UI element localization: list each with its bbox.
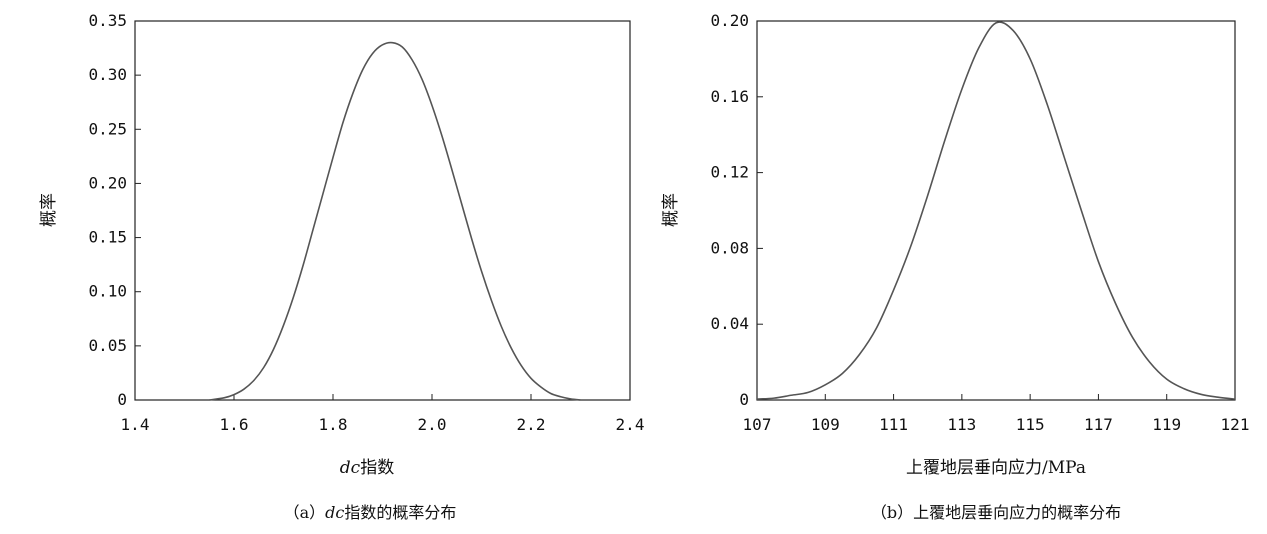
x-axis-label-b: 上覆地层垂向应力/MPa xyxy=(906,458,1086,478)
y-tick-label: 0.16 xyxy=(710,87,749,106)
y-tick-label: 0 xyxy=(739,390,749,409)
y-tick-label: 0.20 xyxy=(710,11,749,30)
caption-a-prefix: （a） xyxy=(284,503,326,522)
caption-b-rest: 上覆地层垂向应力的概率分布 xyxy=(913,503,1121,522)
y-axis-ticks-a: 0 0.05 0.10 0.15 0.20 0.25 0.30 0.35 xyxy=(88,11,141,409)
x-axis-label-b-rest: 上覆地层垂向应力/MPa xyxy=(906,458,1086,478)
x-tick-label: 113 xyxy=(947,415,976,434)
x-tick-label: 2.4 xyxy=(616,415,645,434)
panel-b: 0 0.04 0.08 0.12 0.16 0.20 107 109 111 113 115 117… xyxy=(661,11,1249,522)
y-tick-label: 0.25 xyxy=(88,119,127,138)
y-tick-label: 0 xyxy=(117,390,127,409)
x-axis-ticks-b: 107 109 111 113 115 117 119 121 xyxy=(743,394,1250,434)
x-tick-label: 109 xyxy=(811,415,840,434)
x-tick-label: 2.0 xyxy=(418,415,447,434)
x-tick-label: 1.8 xyxy=(319,415,348,434)
x-tick-label: 1.6 xyxy=(220,415,249,434)
y-axis-label-a: 概率 xyxy=(39,193,59,227)
x-tick-label: 121 xyxy=(1221,415,1250,434)
y-tick-label: 0.15 xyxy=(88,228,127,247)
y-axis-label-b: 概率 xyxy=(661,193,681,227)
caption-b: （b）上覆地层垂向应力的概率分布 xyxy=(871,503,1121,522)
x-axis-ticks-a: 1.4 1.6 1.8 2.0 2.2 2.4 xyxy=(121,394,645,434)
x-tick-label: 107 xyxy=(743,415,772,434)
x-axis-label-a: dc指数 xyxy=(340,458,394,478)
x-axis-label-a-rest: 指数 xyxy=(360,458,394,478)
y-tick-label: 0.05 xyxy=(88,336,127,355)
y-tick-label: 0.08 xyxy=(710,238,749,257)
data-series-b xyxy=(756,21,1236,400)
caption-a-rest: 指数的概率分布 xyxy=(344,503,456,522)
y-tick-label: 0.35 xyxy=(88,11,127,30)
series-line xyxy=(756,21,1236,400)
y-tick-label: 0.12 xyxy=(710,163,749,182)
y-tick-label: 0.30 xyxy=(88,65,127,84)
y-tick-label: 0.10 xyxy=(88,282,127,301)
x-tick-label: 119 xyxy=(1152,415,1181,434)
plot-frame-a xyxy=(134,20,631,401)
caption-a: （a）dc指数的概率分布 xyxy=(284,503,457,522)
x-tick-label: 115 xyxy=(1016,415,1045,434)
caption-a-italic: dc xyxy=(325,503,344,522)
x-axis-label-a-italic: dc xyxy=(340,458,361,478)
panel-a: 0 0.05 0.10 0.15 0.20 0.25 0.30 0.35 1.4 1.6 1.8 2… xyxy=(39,11,644,522)
series-line xyxy=(209,41,581,401)
y-axis-ticks-b: 0 0.04 0.08 0.12 0.16 0.20 xyxy=(710,11,763,409)
x-tick-label: 2.2 xyxy=(517,415,546,434)
y-tick-label: 0.20 xyxy=(88,173,127,192)
plot-frame-b xyxy=(756,20,1236,401)
x-tick-label: 111 xyxy=(879,415,908,434)
x-tick-label: 117 xyxy=(1084,415,1113,434)
data-series-a xyxy=(209,41,581,401)
x-tick-label: 1.4 xyxy=(121,415,150,434)
y-tick-label: 0.04 xyxy=(710,314,749,333)
caption-b-prefix: （b） xyxy=(871,503,913,522)
